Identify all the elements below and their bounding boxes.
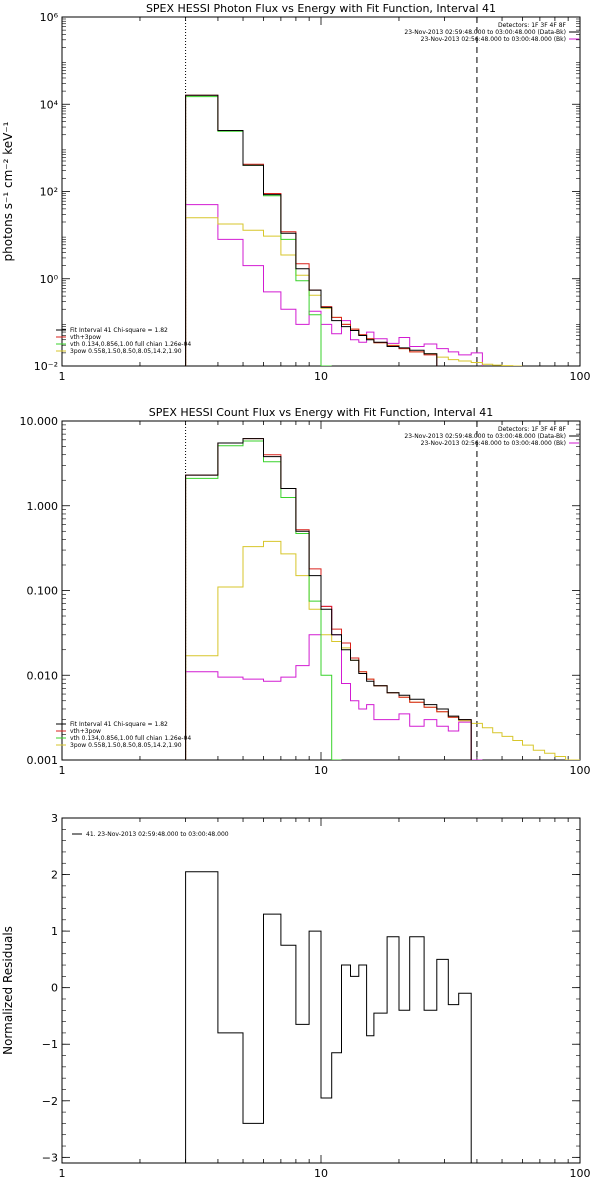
legend-text: 3pow 0.558,1.50,8.50,8.05,14.2,1.90 — [70, 348, 182, 355]
y-axis-label: Normalized Residuals — [1, 926, 15, 1055]
series-line-1 — [185, 605, 483, 760]
legend-text: Fit Interval 41 Chi-square = 1.82 — [70, 327, 168, 334]
y-tick-label: 0.001 — [27, 754, 59, 767]
series-line-2 — [185, 217, 523, 366]
series-line-3 — [185, 96, 332, 366]
x-tick-label: 100 — [570, 370, 591, 383]
y-tick-label: 10⁰ — [40, 273, 59, 286]
legend-text: Detectors: 1F 3F 4F 8F — [498, 426, 567, 433]
x-tick-label: 1 — [59, 1167, 66, 1180]
y-tick-label: 10⁴ — [40, 98, 59, 111]
legend-text: Fit Interval 41 Chi-square = 1.82 — [70, 721, 168, 728]
x-tick-label: 1 — [59, 764, 66, 777]
panel-1: 1 10 100 10⁻² 10⁰ 10² 10⁴ 10⁶ SPEX HESSI Photon … — [1, 2, 591, 383]
x-tick-label: 100 — [570, 764, 591, 777]
legend-text: 23-Nov-2013 02:59:48.000 to 03:00:48.000… — [404, 29, 566, 36]
series-line-5 — [185, 438, 472, 760]
series-line-3 — [185, 440, 342, 760]
y-tick-label: 10⁶ — [40, 11, 59, 24]
y-tick-label: 1 — [51, 925, 58, 938]
y-tick-label: 3 — [51, 812, 58, 825]
y-tick-label: 10.000 — [20, 415, 59, 428]
legend-text: 3pow 0.558,1.50,8.50,8.05,14.2,1.90 — [70, 742, 182, 749]
legend-text: 23-Nov-2013 02:56:48.000 to 03:00:48.000… — [421, 36, 566, 43]
series-line-2 — [185, 540, 580, 760]
legend-text: 23-Nov-2013 02:56:48.000 to 03:00:48.000… — [421, 440, 566, 447]
legend-text: 23-Nov-2013 02:59:48.000 to 03:00:48.000… — [404, 433, 566, 440]
chart-title: SPEX HESSI Photon Flux vs Energy with Fi… — [146, 2, 496, 15]
series-line-1 — [185, 204, 483, 366]
y-tick-label: 0.100 — [27, 585, 59, 598]
series-group — [185, 438, 580, 760]
y-tick-label: 10⁻² — [34, 360, 58, 373]
x-tick-label: 10 — [314, 370, 328, 383]
legend-text: 41. 23-Nov-2013 02:59:48.000 to 03:00:48… — [86, 831, 229, 838]
legend-text: Detectors: 1F 3F 4F 8F — [498, 22, 567, 29]
chart-title: SPEX HESSI Count Flux vs Energy with Fit… — [149, 406, 493, 419]
y-tick-label: 2 — [51, 869, 58, 882]
legend-text: vth+3pow — [70, 728, 101, 735]
y-tick-label: 0 — [51, 982, 58, 995]
series-group — [185, 871, 472, 1163]
x-tick-label: 1 — [59, 370, 66, 383]
legend-text: vth+3pow — [70, 334, 101, 341]
legend-text: vth 0.134,0.856,1.00 full chian 1.26e-04 — [70, 735, 191, 742]
series-line-1 — [185, 871, 472, 1163]
series-line-4 — [185, 438, 472, 760]
y-tick-label: −3 — [42, 1151, 58, 1164]
y-tick-label: −2 — [42, 1095, 58, 1108]
x-tick-label: 10 — [314, 1167, 328, 1180]
series-line-5 — [185, 94, 438, 366]
y-tick-label: 10² — [40, 186, 58, 199]
legend-text: vth 0.134,0.856,1.00 full chian 1.26e-04 — [70, 341, 191, 348]
y-tick-label: 0.010 — [27, 669, 59, 682]
panel-2: 1 10 100 0.001 0.010 0.100 1.000 10.000 SPEX HES… — [20, 406, 591, 777]
y-axis-label: photons s⁻¹ cm⁻² keV⁻¹ — [1, 121, 15, 261]
series-line-4 — [185, 94, 438, 366]
x-tick-label: 100 — [570, 1167, 591, 1180]
y-tick-label: 1.000 — [27, 500, 59, 513]
series-group — [185, 94, 523, 366]
panel-3: 1 10 100 −3 −2 −1 0 1 2 3 Normalized Residuals 41. … — [1, 812, 591, 1180]
x-tick-label: 10 — [314, 764, 328, 777]
y-tick-label: −1 — [42, 1038, 58, 1051]
